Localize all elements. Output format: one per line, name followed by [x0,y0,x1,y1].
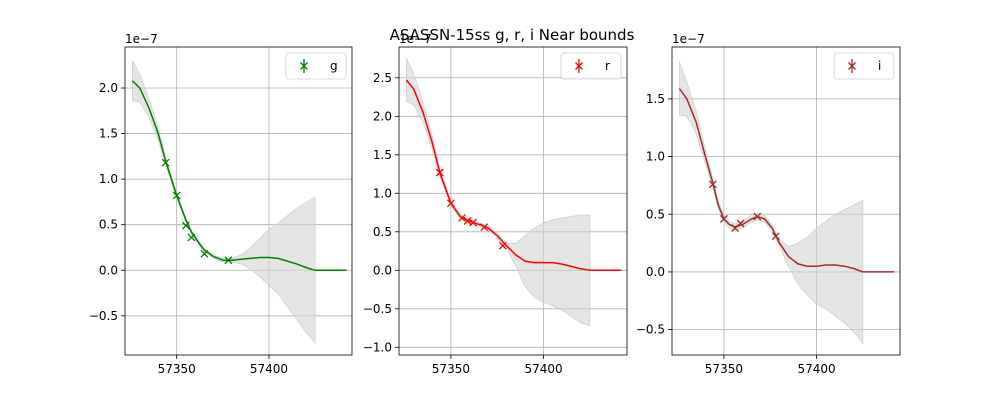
x-tick-label: 57400 [250,362,288,376]
axes-frame [398,46,628,356]
y-tick-label: 2.5 [373,71,392,85]
y-tick-label: 0.0 [373,263,392,277]
legend-box [285,52,347,80]
figure-title: ASASSN-15ss g, r, i Near bounds [390,26,635,44]
y-tick-label: −1.0 [363,340,392,354]
legend-label: i [878,59,881,73]
model-line-g [131,80,347,272]
panel-i: 57350 57400 −0.5 0.0 0.5 1.0 1.5 1e−7 i [636,32,901,376]
confidence-band [679,61,864,345]
panel-g: 57350 57400 −0.5 0.0 0.5 1.0 1.5 2.0 1e−7 g [89,32,353,376]
y-tick-label: 2.0 [99,81,118,95]
x-tick-label: 57350 [158,362,196,376]
legend-box [560,52,622,80]
legend: r [560,52,622,80]
y-tick-label: 1.5 [99,127,118,141]
y-tick-label: 1.0 [646,150,665,164]
data-point [498,241,507,250]
y-tick-label: 1.0 [373,186,392,200]
data-point [446,199,455,208]
y-tick-label: 0.5 [646,207,665,221]
data-point [458,213,466,222]
x-tick-label: 57350 [705,362,743,376]
data-point [200,249,209,258]
y-tick-label: 0.5 [99,218,118,232]
panel-r: 57350 57400 −1.0 −0.5 0.0 0.5 1.0 1.5 2.0 2.5 1e−7… [363,32,628,376]
legend-marker [848,62,856,70]
legend-marker [300,62,308,70]
x-tick-label: 57350 [432,362,470,376]
axis-offset-text: 1e−7 [399,32,432,46]
y-tick-label: 0.5 [373,225,392,239]
data-point [181,221,190,230]
y-tick-label: 1.5 [373,148,392,162]
axis-offset-text: 1e−7 [672,32,705,46]
axes-frame [124,46,353,356]
legend-marker [575,62,583,70]
axis-offset-text: 1e−7 [125,32,158,46]
y-tick-label: 1.5 [646,92,665,106]
y-tick-label: 2.0 [373,109,392,123]
data-point [187,233,196,242]
data-point [469,218,478,227]
confidence-band [132,60,316,345]
y-tick-label: 1.0 [99,172,118,186]
data-point [731,224,739,233]
data-point [719,214,728,223]
confidence-band [406,58,591,327]
data-point [708,180,717,189]
legend: i [833,52,895,80]
legend: g [285,52,347,80]
data-point [463,217,472,225]
data-point [753,212,762,221]
y-tick-label: 0.0 [99,263,118,277]
data-point [771,232,780,241]
data-point [172,191,181,200]
y-tick-label: 0.0 [646,265,665,279]
data-point [435,168,444,177]
model-line-r [405,79,622,272]
x-tick-label: 57400 [797,362,835,376]
legend-box [833,52,895,80]
axes-frame [671,46,901,356]
legend-label: g [330,59,338,73]
y-tick-label: −0.5 [363,302,392,316]
data-point [736,219,745,228]
data-point [161,158,170,167]
y-tick-label: −0.5 [636,323,665,337]
x-tick-label: 57400 [524,362,562,376]
data-point [224,256,233,265]
data-point [480,223,489,232]
y-tick-label: −0.5 [89,309,118,323]
legend-label: r [605,59,610,73]
